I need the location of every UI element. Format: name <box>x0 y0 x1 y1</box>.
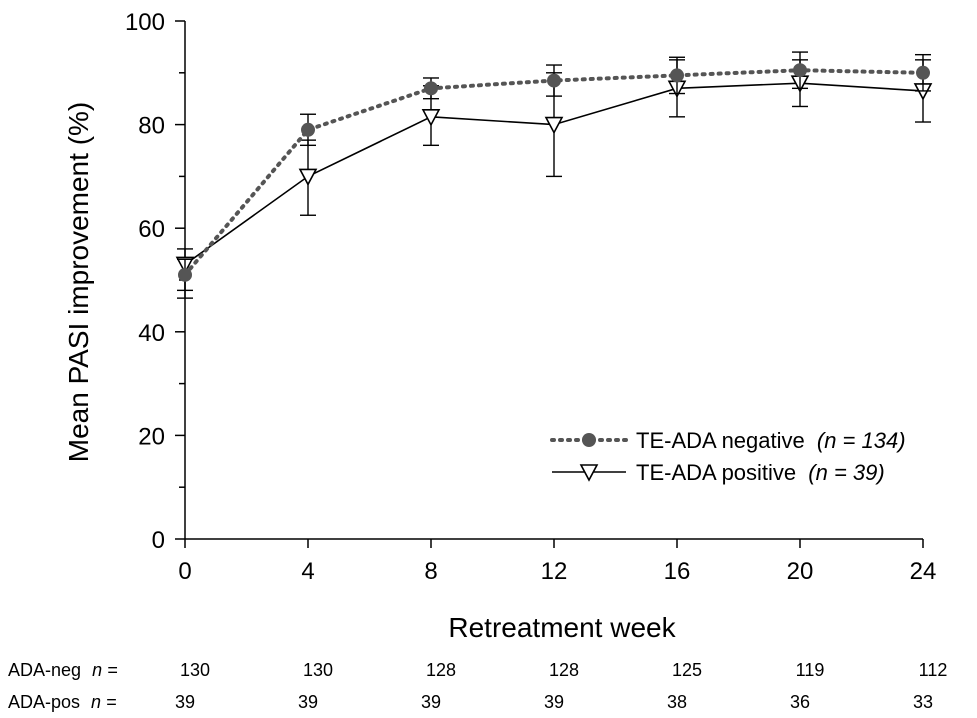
n-value-pos: 38 <box>667 692 687 712</box>
y-axis-title: Mean PASI improvement (%) <box>63 102 94 463</box>
legend-entry-positive: TE-ADA positive (n = 39) <box>552 460 885 485</box>
x-tick-label: 12 <box>541 558 568 585</box>
data-point-negative <box>547 73 561 88</box>
n-value-pos: 39 <box>544 692 564 712</box>
x-tick-label: 20 <box>787 558 814 585</box>
series-negative <box>177 51 931 292</box>
n-value-neg: 128 <box>426 660 456 680</box>
legend-n-positive: (n = 39) <box>808 460 884 485</box>
x-tick-label: 24 <box>910 558 937 585</box>
legend-marker-positive <box>579 464 599 482</box>
svg-text:TE-ADA positive (n = 3: TE-ADA positive (n = 39) <box>636 460 885 485</box>
x-axis-title: Retreatment week <box>448 612 676 643</box>
n-value-neg: 130 <box>180 660 210 680</box>
data-point-negative <box>301 122 315 137</box>
n-row-prefix-neg: n = <box>92 660 118 680</box>
n-value-neg: 119 <box>796 660 825 680</box>
n-value-pos: 36 <box>790 692 810 712</box>
n-row-prefix-pos: n = <box>91 692 117 712</box>
n-value-neg: 125 <box>672 660 702 680</box>
y-tick-label: 0 <box>152 527 165 554</box>
data-point-positive <box>544 116 564 135</box>
n-row-label-pos: ADA-pos <box>8 692 80 712</box>
data-point-negative <box>916 65 930 80</box>
svg-text:TE-ADA negative (n = 1: TE-ADA negative (n = 134) <box>636 428 906 453</box>
x-tick-label: 0 <box>178 558 191 585</box>
y-tick-label: 20 <box>138 423 165 450</box>
n-value-neg: 112 <box>919 660 948 680</box>
svg-text:ADA-neg n =: ADA-neg n = <box>8 660 118 680</box>
n-row-label-neg: ADA-neg <box>8 660 81 680</box>
n-at-risk-table: ADA-neg n = ADA-pos n = 130 130 128 128 125 1… <box>8 660 947 712</box>
legend-label-positive: TE-ADA positive <box>636 460 796 485</box>
series-layer <box>175 51 933 299</box>
y-tick-label: 40 <box>138 320 165 347</box>
n-value-pos: 33 <box>913 692 933 712</box>
n-value-pos: 39 <box>175 692 195 712</box>
data-point-negative <box>178 267 192 282</box>
legend-n-negative: (n = 134) <box>817 428 906 453</box>
axes: 0 20 40 60 80 100 0 4 8 12 16 20 24 <box>125 9 936 585</box>
x-tick-label: 4 <box>301 558 314 585</box>
legend-label-negative: TE-ADA negative <box>636 428 805 453</box>
legend-entry-negative: TE-ADA negative (n = 134) <box>550 428 906 453</box>
n-value-pos: 39 <box>421 692 441 712</box>
y-tick-label: 60 <box>138 216 165 243</box>
y-tick-label: 100 <box>125 9 165 36</box>
data-point-negative <box>670 68 684 83</box>
data-point-negative <box>793 63 807 78</box>
svg-text:ADA-pos n =: ADA-pos n = <box>8 692 117 712</box>
y-tick-label: 80 <box>138 113 165 140</box>
n-value-neg: 128 <box>549 660 579 680</box>
n-value-pos: 39 <box>298 692 318 712</box>
legend: TE-ADA negative (n = 134) TE-ADA positiv… <box>550 428 906 485</box>
data-point-positive <box>298 168 318 187</box>
data-point-positive <box>421 109 441 127</box>
n-value-neg: 130 <box>303 660 333 680</box>
legend-marker-negative <box>582 433 596 447</box>
x-tick-label: 8 <box>424 558 437 585</box>
x-tick-label: 16 <box>664 558 691 585</box>
data-point-negative <box>424 81 438 96</box>
